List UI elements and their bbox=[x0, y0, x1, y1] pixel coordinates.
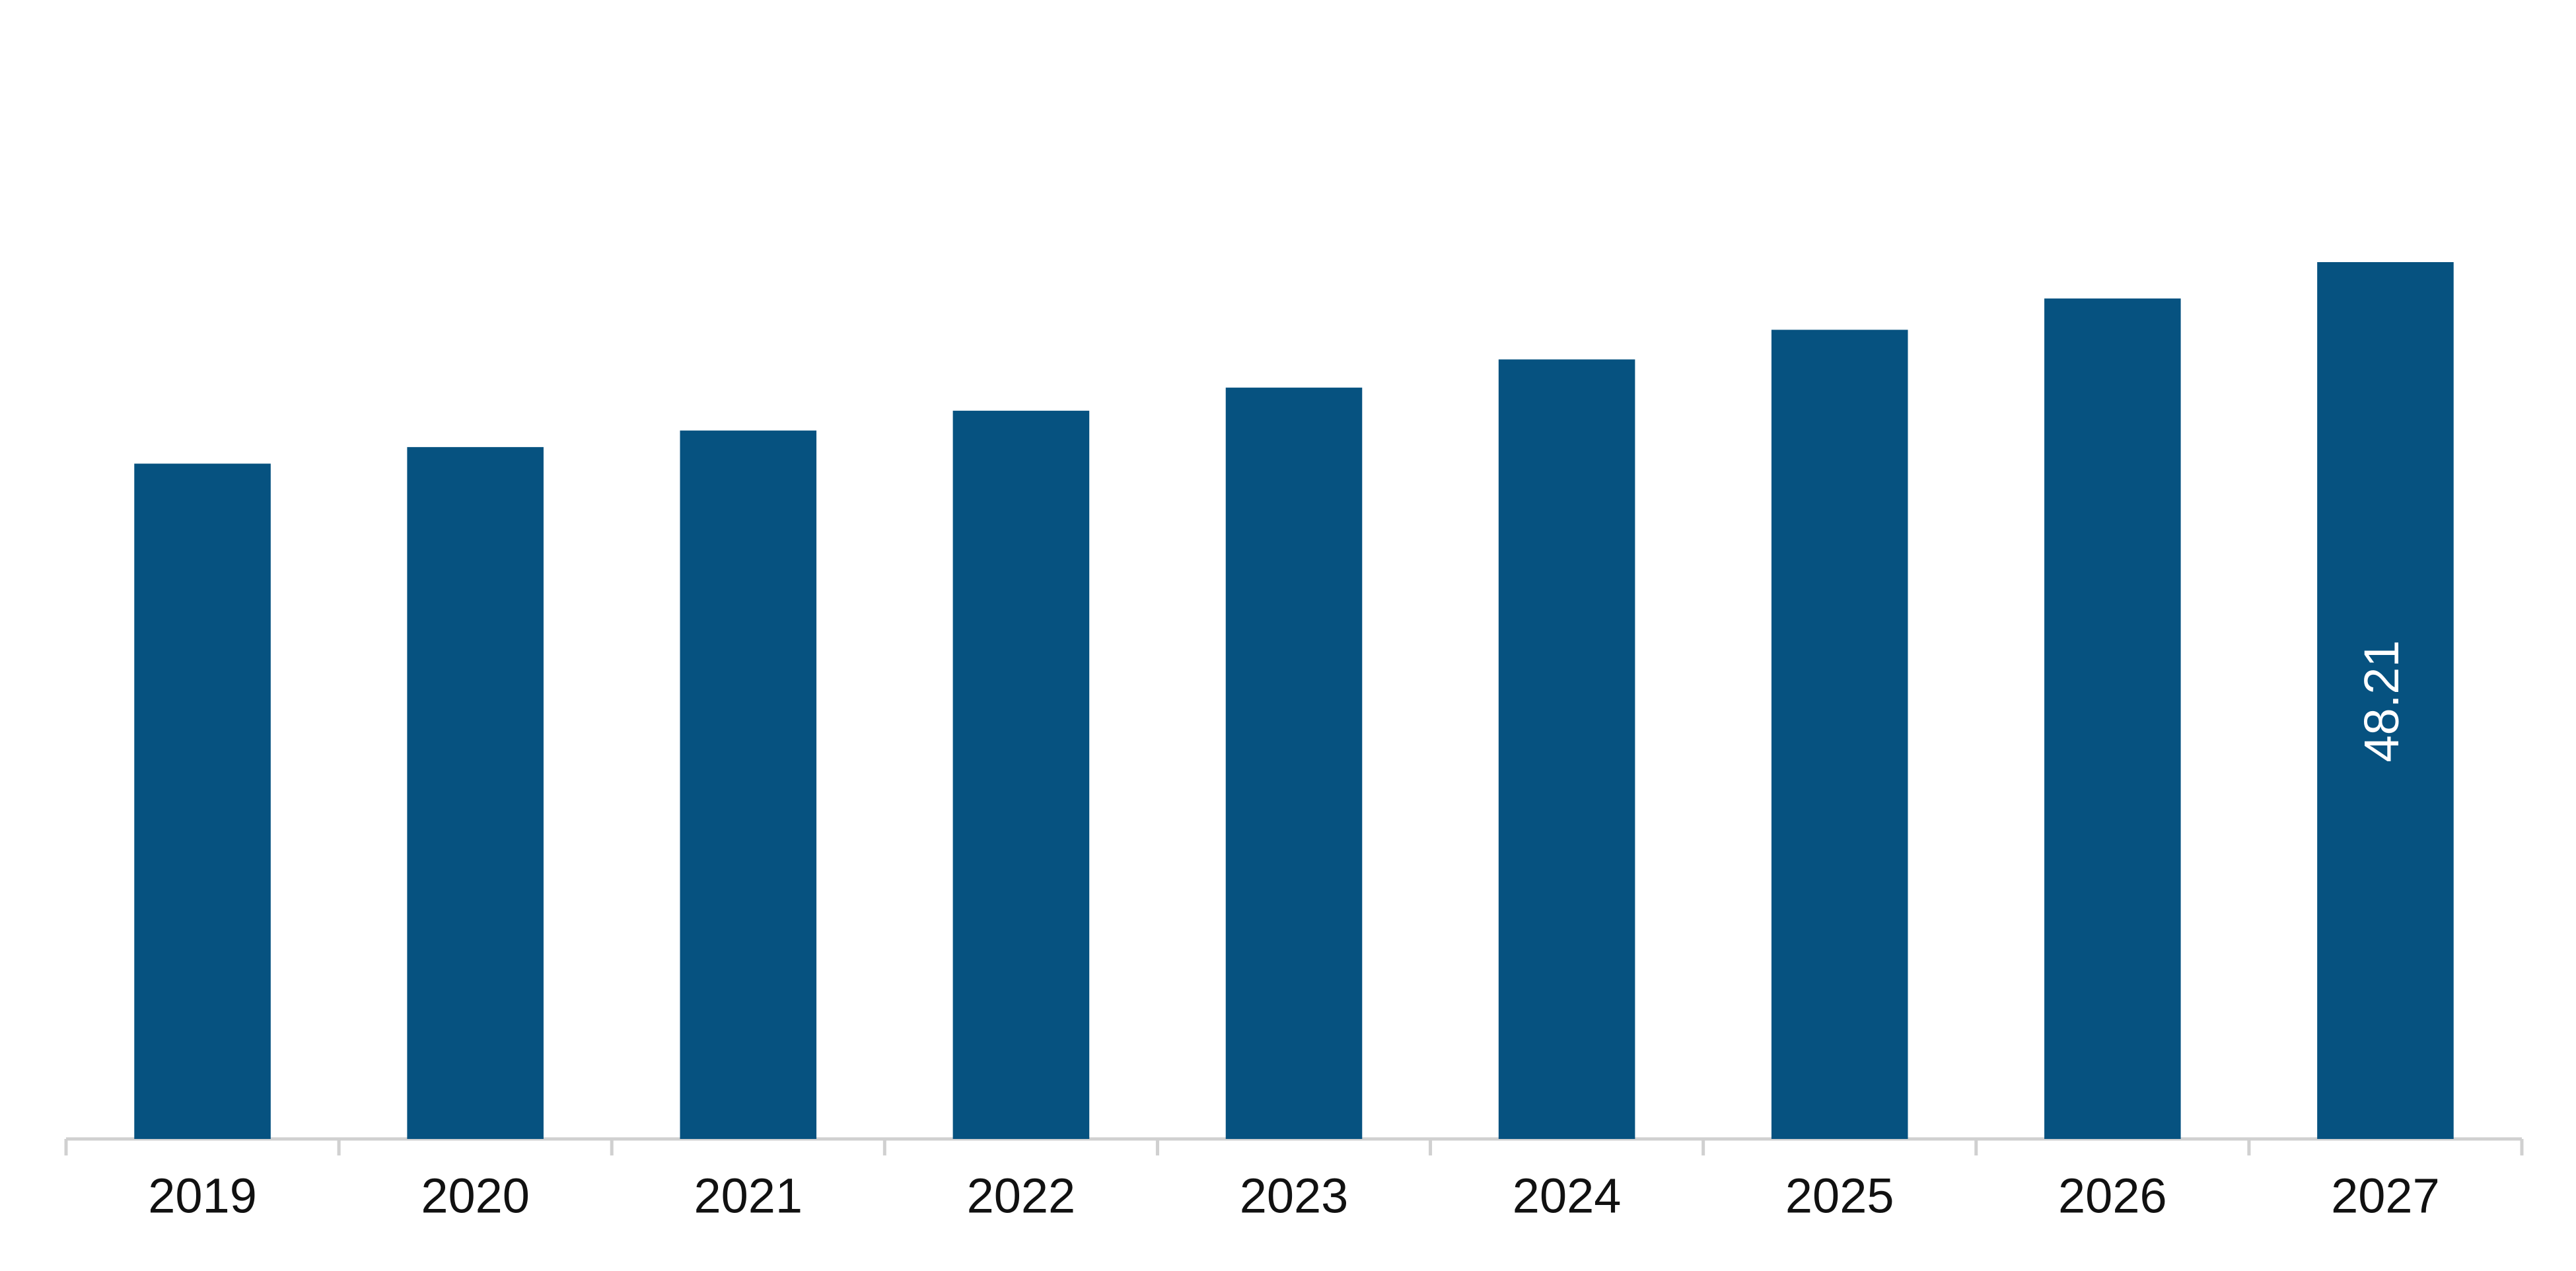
bar bbox=[680, 430, 817, 1139]
x-tick-label: 2021 bbox=[694, 1169, 803, 1223]
x-tick-label: 2024 bbox=[1513, 1169, 1622, 1223]
bar bbox=[1771, 329, 1908, 1139]
x-tick-label: 2025 bbox=[1785, 1169, 1894, 1223]
bar bbox=[1225, 388, 1363, 1140]
data-label: 48.21 bbox=[2354, 640, 2409, 762]
bar bbox=[1498, 359, 1635, 1140]
x-tick-label: 2020 bbox=[421, 1169, 530, 1223]
x-tick-label: 2019 bbox=[148, 1169, 257, 1223]
x-tick-label: 2023 bbox=[1240, 1169, 1349, 1223]
bar bbox=[952, 411, 1090, 1140]
bar bbox=[2044, 298, 2181, 1140]
x-tick-label: 2022 bbox=[967, 1169, 1076, 1223]
bar bbox=[407, 447, 544, 1140]
x-tick-label: 2026 bbox=[2058, 1169, 2167, 1223]
x-tick-label: 2027 bbox=[2331, 1169, 2440, 1223]
bar bbox=[2317, 262, 2454, 1139]
bar bbox=[134, 464, 271, 1139]
